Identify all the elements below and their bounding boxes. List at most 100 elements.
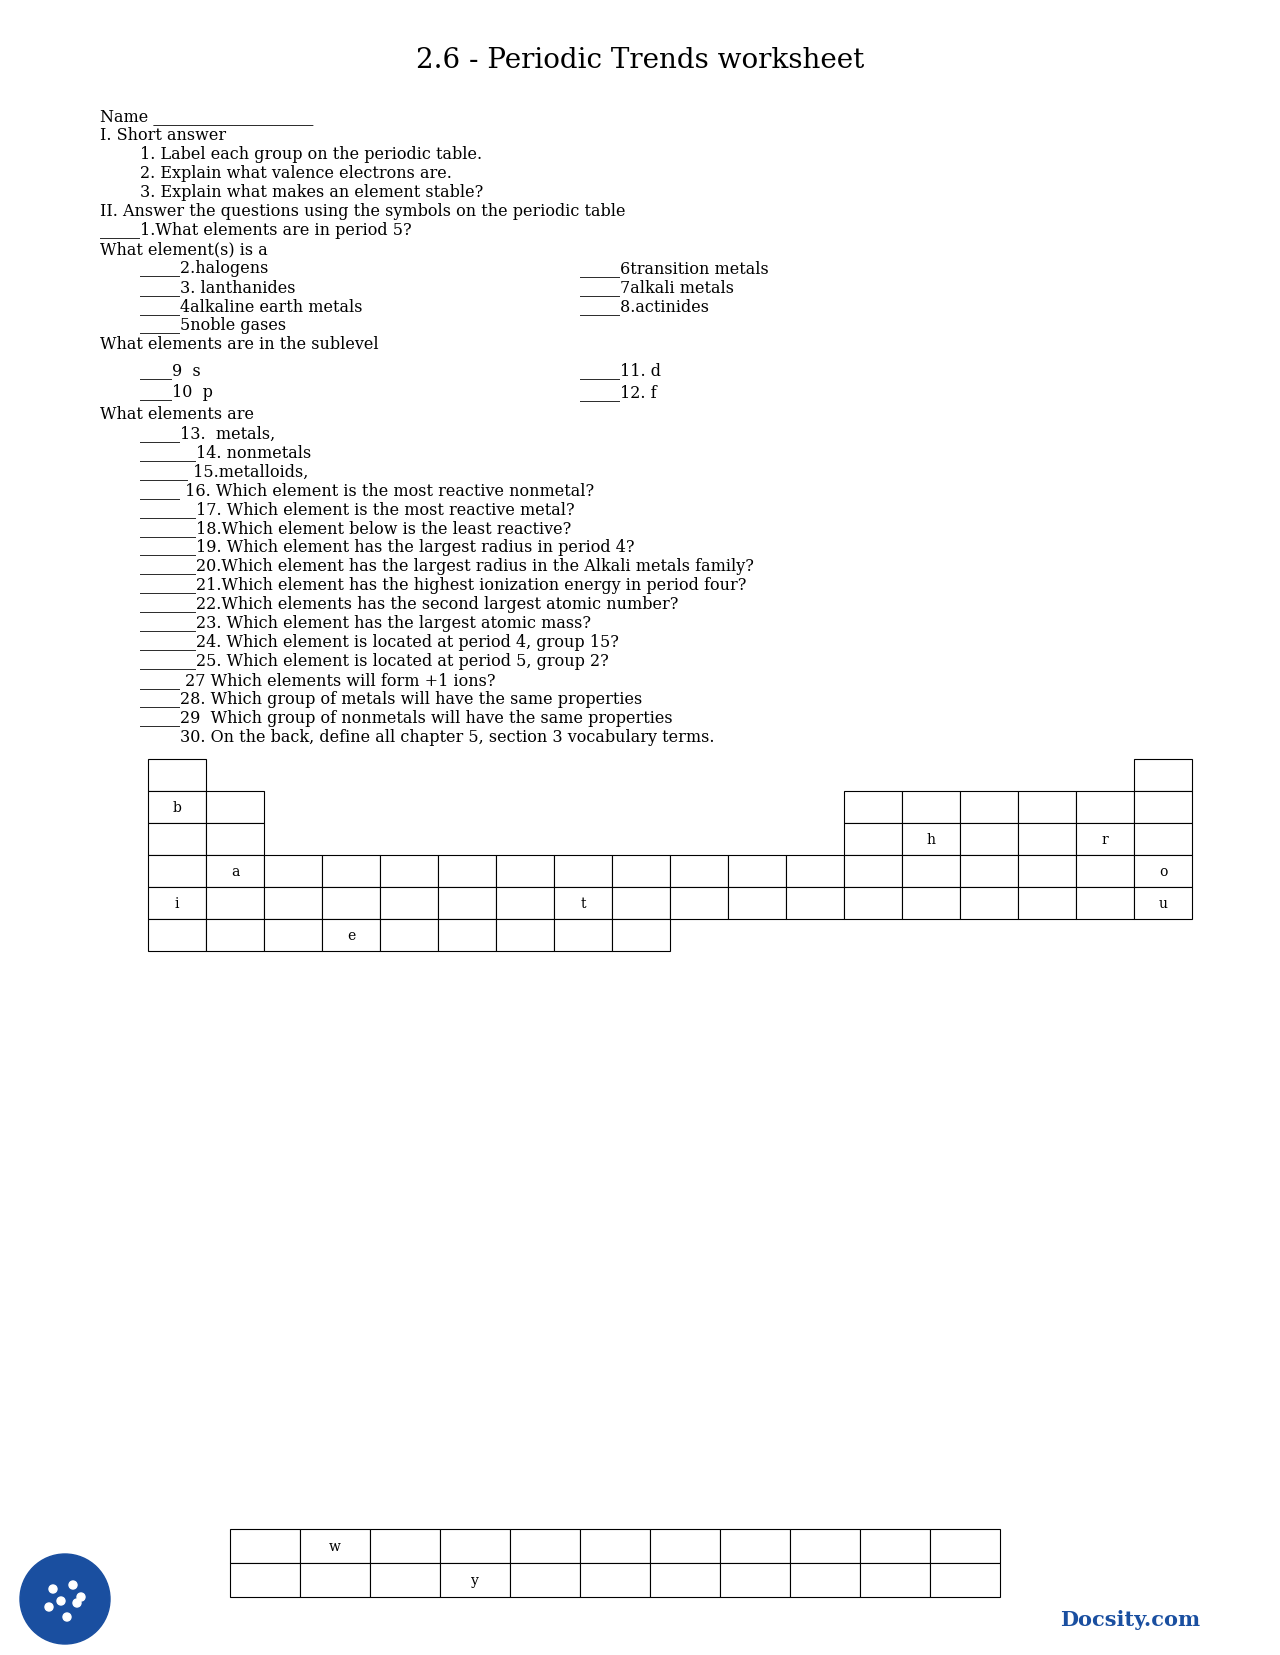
- Bar: [844, 824, 902, 856]
- Bar: [960, 791, 1018, 824]
- Bar: [669, 887, 728, 920]
- Bar: [148, 920, 206, 952]
- Text: _____5noble gases: _____5noble gases: [140, 316, 287, 334]
- Text: _______18.Which element below is the least reactive?: _______18.Which element below is the lea…: [140, 520, 571, 536]
- Bar: [1018, 824, 1076, 856]
- Text: _____7alkali metals: _____7alkali metals: [580, 278, 733, 296]
- Text: _____6transition metals: _____6transition metals: [580, 260, 769, 276]
- Text: Name ____________________: Name ____________________: [100, 108, 314, 124]
- Text: _____ 16. Which element is the most reactive nonmetal?: _____ 16. Which element is the most reac…: [140, 482, 594, 498]
- Bar: [438, 920, 497, 952]
- Text: u: u: [1158, 897, 1167, 910]
- Bar: [931, 1562, 1000, 1597]
- Bar: [960, 887, 1018, 920]
- Bar: [264, 856, 323, 887]
- Bar: [612, 887, 669, 920]
- Text: _____12. f: _____12. f: [580, 384, 657, 401]
- Text: _____8.actinides: _____8.actinides: [580, 298, 709, 314]
- Bar: [497, 887, 554, 920]
- Bar: [790, 1529, 860, 1562]
- Text: i: i: [175, 897, 179, 910]
- Text: _______19. Which element has the largest radius in period 4?: _______19. Which element has the largest…: [140, 538, 635, 556]
- Bar: [786, 887, 844, 920]
- Circle shape: [58, 1597, 65, 1605]
- Bar: [902, 856, 960, 887]
- Bar: [554, 856, 612, 887]
- Bar: [728, 856, 786, 887]
- Text: 2. Explain what valence electrons are.: 2. Explain what valence electrons are.: [140, 166, 452, 182]
- Circle shape: [45, 1604, 52, 1610]
- Text: a: a: [230, 864, 239, 879]
- Text: What elements are in the sublevel: What elements are in the sublevel: [100, 336, 379, 353]
- Text: ____9  s: ____9 s: [140, 362, 201, 379]
- Text: r: r: [1102, 832, 1108, 846]
- Text: _____2.halogens: _____2.halogens: [140, 260, 269, 276]
- Bar: [860, 1529, 931, 1562]
- Text: I. Short answer: I. Short answer: [100, 127, 227, 144]
- Circle shape: [49, 1585, 58, 1594]
- Text: _____3. lanthanides: _____3. lanthanides: [140, 278, 296, 296]
- Bar: [728, 887, 786, 920]
- Circle shape: [77, 1594, 84, 1600]
- Text: _____ 27 Which elements will form +1 ions?: _____ 27 Which elements will form +1 ion…: [140, 672, 495, 688]
- Bar: [1018, 887, 1076, 920]
- Bar: [719, 1562, 790, 1597]
- Text: e: e: [347, 928, 355, 942]
- Bar: [612, 856, 669, 887]
- Bar: [554, 920, 612, 952]
- Bar: [1134, 760, 1192, 791]
- Bar: [380, 856, 438, 887]
- Bar: [264, 920, 323, 952]
- Text: _______25. Which element is located at period 5, group 2?: _______25. Which element is located at p…: [140, 652, 609, 670]
- Bar: [509, 1562, 580, 1597]
- Text: Docsity.com: Docsity.com: [1060, 1609, 1201, 1629]
- Text: o: o: [1158, 864, 1167, 879]
- Text: 2.6 - Periodic Trends worksheet: 2.6 - Periodic Trends worksheet: [416, 46, 864, 73]
- Bar: [1134, 824, 1192, 856]
- Circle shape: [69, 1581, 77, 1589]
- Text: _______22.Which elements has the second largest atomic number?: _______22.Which elements has the second …: [140, 596, 678, 612]
- Text: _____28. Which group of metals will have the same properties: _____28. Which group of metals will have…: [140, 690, 643, 708]
- Bar: [148, 856, 206, 887]
- Bar: [554, 887, 612, 920]
- Bar: [1018, 856, 1076, 887]
- Bar: [580, 1562, 650, 1597]
- Bar: [206, 887, 264, 920]
- Text: _______23. Which element has the largest atomic mass?: _______23. Which element has the largest…: [140, 614, 591, 632]
- Bar: [148, 760, 206, 791]
- Text: _____4alkaline earth metals: _____4alkaline earth metals: [140, 298, 362, 314]
- Bar: [438, 856, 497, 887]
- Text: _______17. Which element is the most reactive metal?: _______17. Which element is the most rea…: [140, 501, 575, 518]
- Text: 30. On the back, define all chapter 5, section 3 vocabulary terms.: 30. On the back, define all chapter 5, s…: [180, 728, 714, 745]
- Text: What elements are: What elements are: [100, 405, 253, 422]
- Text: ______ 15.metalloids,: ______ 15.metalloids,: [140, 463, 308, 480]
- Bar: [719, 1529, 790, 1562]
- Bar: [230, 1529, 300, 1562]
- Bar: [902, 824, 960, 856]
- Text: 3. Explain what makes an element stable?: 3. Explain what makes an element stable?: [140, 184, 484, 200]
- Bar: [844, 887, 902, 920]
- Bar: [669, 856, 728, 887]
- Text: h: h: [927, 832, 936, 846]
- Bar: [844, 791, 902, 824]
- Bar: [931, 1529, 1000, 1562]
- Bar: [440, 1562, 509, 1597]
- Bar: [300, 1529, 370, 1562]
- Circle shape: [63, 1614, 70, 1620]
- Bar: [370, 1562, 440, 1597]
- Bar: [264, 887, 323, 920]
- Text: w: w: [329, 1539, 340, 1552]
- Text: y: y: [471, 1572, 479, 1587]
- Text: b: b: [173, 801, 182, 814]
- Bar: [438, 887, 497, 920]
- Bar: [497, 920, 554, 952]
- Bar: [580, 1529, 650, 1562]
- Bar: [380, 920, 438, 952]
- Bar: [323, 887, 380, 920]
- Bar: [1134, 856, 1192, 887]
- Bar: [1076, 824, 1134, 856]
- Circle shape: [20, 1554, 110, 1643]
- Bar: [1076, 887, 1134, 920]
- Bar: [1076, 856, 1134, 887]
- Text: t: t: [580, 897, 586, 910]
